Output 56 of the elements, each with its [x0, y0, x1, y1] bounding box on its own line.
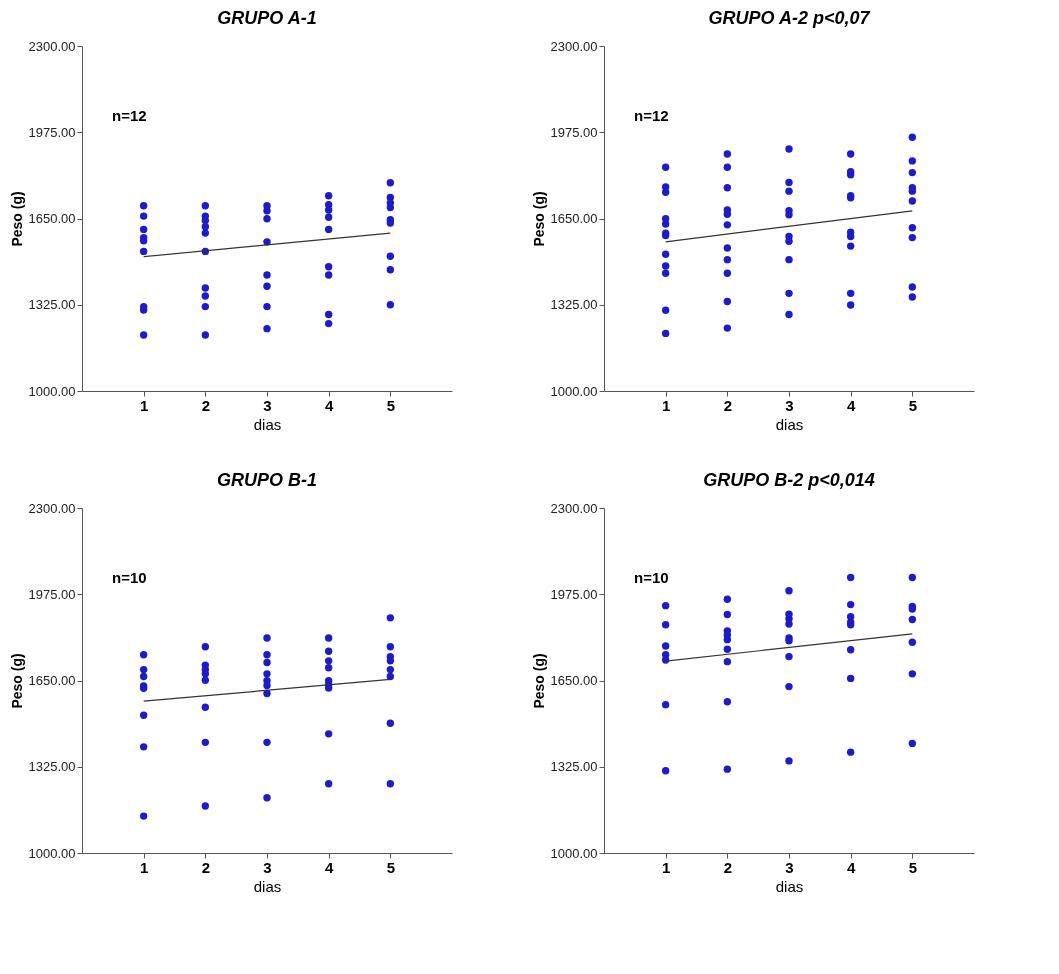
- y-tick-label: 1325.00: [28, 759, 76, 775]
- y-tick-label: 1975.00: [550, 586, 598, 602]
- x-tick-label: 1: [661, 858, 671, 876]
- y-tick-label: 1975.00: [550, 124, 598, 140]
- y-tick-label: 1000.00: [550, 383, 598, 399]
- x-tick-label: 1: [139, 396, 149, 414]
- x-tick-label: 2: [201, 858, 211, 876]
- y-tick-label: 1000.00: [550, 845, 598, 861]
- chart-title: GRUPO B-1: [216, 470, 318, 490]
- x-axis-title: dias: [253, 877, 282, 895]
- y-tick-label: 1325.00: [550, 297, 598, 313]
- y-tick-label: 2300.00: [28, 500, 76, 516]
- x-tick-label: 5: [386, 396, 396, 414]
- x-tick-label: 1: [661, 396, 671, 414]
- y-tick-label: 1325.00: [550, 759, 598, 775]
- x-tick-label: 2: [723, 858, 733, 876]
- y-tick-label: 1000.00: [28, 845, 76, 861]
- y-tick-label: 1975.00: [28, 586, 76, 602]
- x-tick-label: 2: [201, 396, 211, 414]
- x-tick-label: 4: [846, 396, 856, 414]
- x-tick-label: 5: [386, 858, 396, 876]
- annotation: n=10: [112, 569, 147, 586]
- annotation: n=12: [112, 107, 147, 124]
- x-axis-title: dias: [253, 415, 282, 433]
- y-axis-title: Peso (g): [530, 653, 547, 709]
- x-tick-label: 5: [908, 858, 918, 876]
- x-tick-label: 2: [723, 396, 733, 414]
- annotation: n=10: [634, 569, 669, 586]
- x-tick-label: 1: [139, 858, 149, 876]
- y-tick-label: 2300.00: [550, 38, 598, 54]
- annotation: n=12: [634, 107, 669, 124]
- x-tick-label: 4: [846, 858, 856, 876]
- y-axis-title: Peso (g): [530, 191, 547, 247]
- chart-title: GRUPO A-1: [217, 8, 317, 28]
- y-tick-label: 1975.00: [28, 124, 76, 140]
- y-tick-label: 1650.00: [550, 673, 598, 688]
- y-tick-label: 2300.00: [550, 500, 598, 516]
- chart-title: GRUPO B-2 p<0,014: [703, 470, 875, 490]
- x-tick-label: 3: [263, 858, 272, 876]
- x-axis-title: dias: [775, 415, 804, 433]
- chart-title: GRUPO A-2 p<0,07: [708, 8, 871, 28]
- x-tick-label: 3: [785, 858, 794, 876]
- y-tick-label: 1650.00: [550, 211, 598, 226]
- x-tick-label: 4: [324, 858, 334, 876]
- y-tick-label: 1000.00: [28, 383, 76, 399]
- x-tick-label: 3: [263, 396, 272, 414]
- y-axis-title: Peso (g): [8, 653, 25, 709]
- y-axis-title: Peso (g): [8, 191, 25, 247]
- y-tick-label: 1325.00: [28, 297, 76, 313]
- x-tick-label: 4: [324, 396, 334, 414]
- y-tick-label: 1650.00: [28, 673, 76, 688]
- x-axis-title: dias: [775, 877, 804, 895]
- y-tick-label: 1650.00: [28, 211, 76, 226]
- x-tick-label: 5: [908, 396, 918, 414]
- x-tick-label: 3: [785, 396, 794, 414]
- y-tick-label: 2300.00: [28, 38, 76, 54]
